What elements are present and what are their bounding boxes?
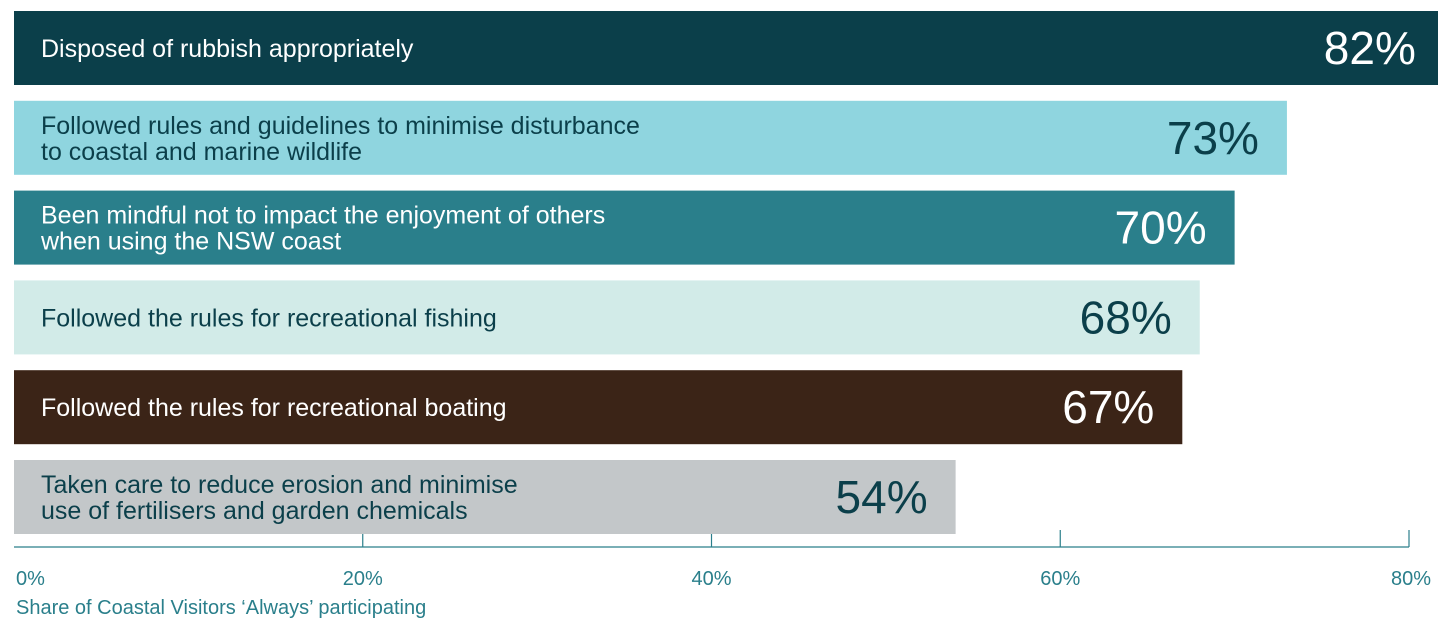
bar [14,370,1183,445]
value-label: 54% [836,471,928,523]
category-label-line: Taken care to reduce erosion and minimis… [41,471,518,499]
category-label: Followed the rules for recreational boat… [41,394,507,422]
x-axis: 0% 20% 40% 60% 80% Share of Coastal Visitors … [14,530,1431,619]
bar [14,280,1200,355]
value-label: 73% [1167,112,1259,164]
bar-group: Taken care to reduce erosion and minimis… [14,460,956,534]
bar-group: Disposed of rubbish appropriately 82% [14,11,1438,85]
category-label-line: to coastal and marine wildlife [41,138,362,166]
bar-group: Followed the rules for recreational fish… [14,280,1200,355]
category-label-line: Followed the rules for recreational boat… [41,394,507,422]
category-label-line: Disposed of rubbish appropriately [41,35,414,63]
x-axis-title: Share of Coastal Visitors ‘Always’ parti… [16,597,426,619]
x-tick-label: 20% [343,568,383,590]
category-label-line: Been mindful not to impact the enjoyment… [41,202,605,230]
category-label: Followed rules and guidelines to minimis… [41,112,640,166]
bar [14,460,956,534]
x-tick-label: 40% [691,568,731,590]
bar-group: Followed the rules for recreational boat… [14,370,1183,445]
bars: Disposed of rubbish appropriately 82% Foll… [14,11,1438,534]
value-label: 70% [1115,202,1207,254]
category-label: Been mindful not to impact the enjoyment… [40,202,605,256]
category-label-line: Followed rules and guidelines to minimis… [41,112,640,140]
x-tick-label: 0% [16,568,45,590]
bar-group: Followed rules and guidelines to minimis… [14,100,1287,175]
category-label-line: Followed the rules for recreational fish… [41,304,497,332]
bar [14,11,1438,85]
x-tick-label: 60% [1040,568,1080,590]
bar [14,190,1235,265]
value-label: 68% [1080,291,1172,343]
category-label: Disposed of rubbish appropriately [41,35,414,63]
x-tick-label: 80% [1391,568,1431,590]
value-label: 82% [1324,22,1416,74]
value-label: 67% [1062,381,1154,433]
bar-group: Been mindful not to impact the enjoyment… [14,190,1235,265]
category-label-line: use of fertilisers and garden chemicals [41,497,468,525]
category-label-line: when using the NSW coast [40,228,341,256]
category-label: Taken care to reduce erosion and minimis… [41,471,518,525]
category-label: Followed the rules for recreational fish… [41,304,497,332]
bar [14,100,1287,175]
